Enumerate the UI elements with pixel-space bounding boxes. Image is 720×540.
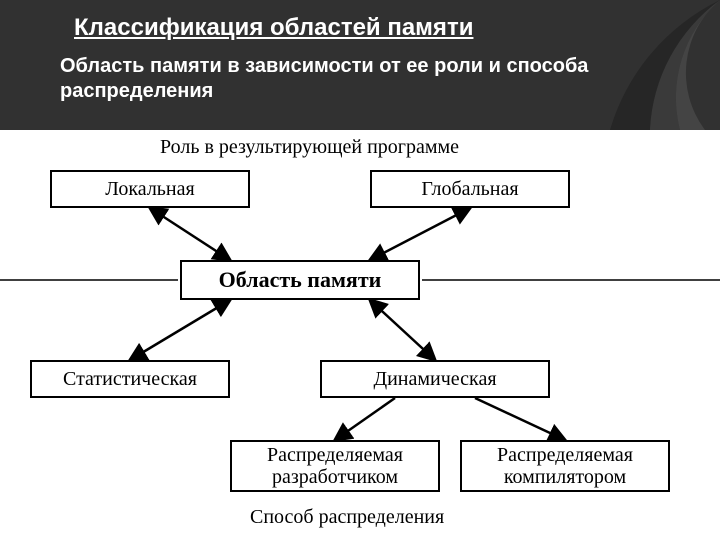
node-dynamic: Динамическая (320, 360, 550, 398)
top-label: Роль в результирующей программе (160, 136, 459, 159)
corner-decoration (610, 0, 720, 130)
node-center: Область памяти (180, 260, 420, 300)
node-local: Локальная (50, 170, 250, 208)
node-global: Глобальная (370, 170, 570, 208)
classification-diagram: Роль в результирующей программе Локальна… (0, 130, 720, 540)
bottom-label: Способ распределения (250, 506, 444, 529)
slide-subtitle: Область памяти в зависимости от ее роли … (60, 54, 620, 104)
slide-header: Классификация областей памяти Область па… (0, 0, 720, 130)
slide-title: Классификация областей памяти (74, 14, 690, 42)
node-dev: Распределяемаяразработчиком (230, 440, 440, 492)
node-static: Статистическая (30, 360, 230, 398)
node-comp: Распределяемаякомпилятором (460, 440, 670, 492)
